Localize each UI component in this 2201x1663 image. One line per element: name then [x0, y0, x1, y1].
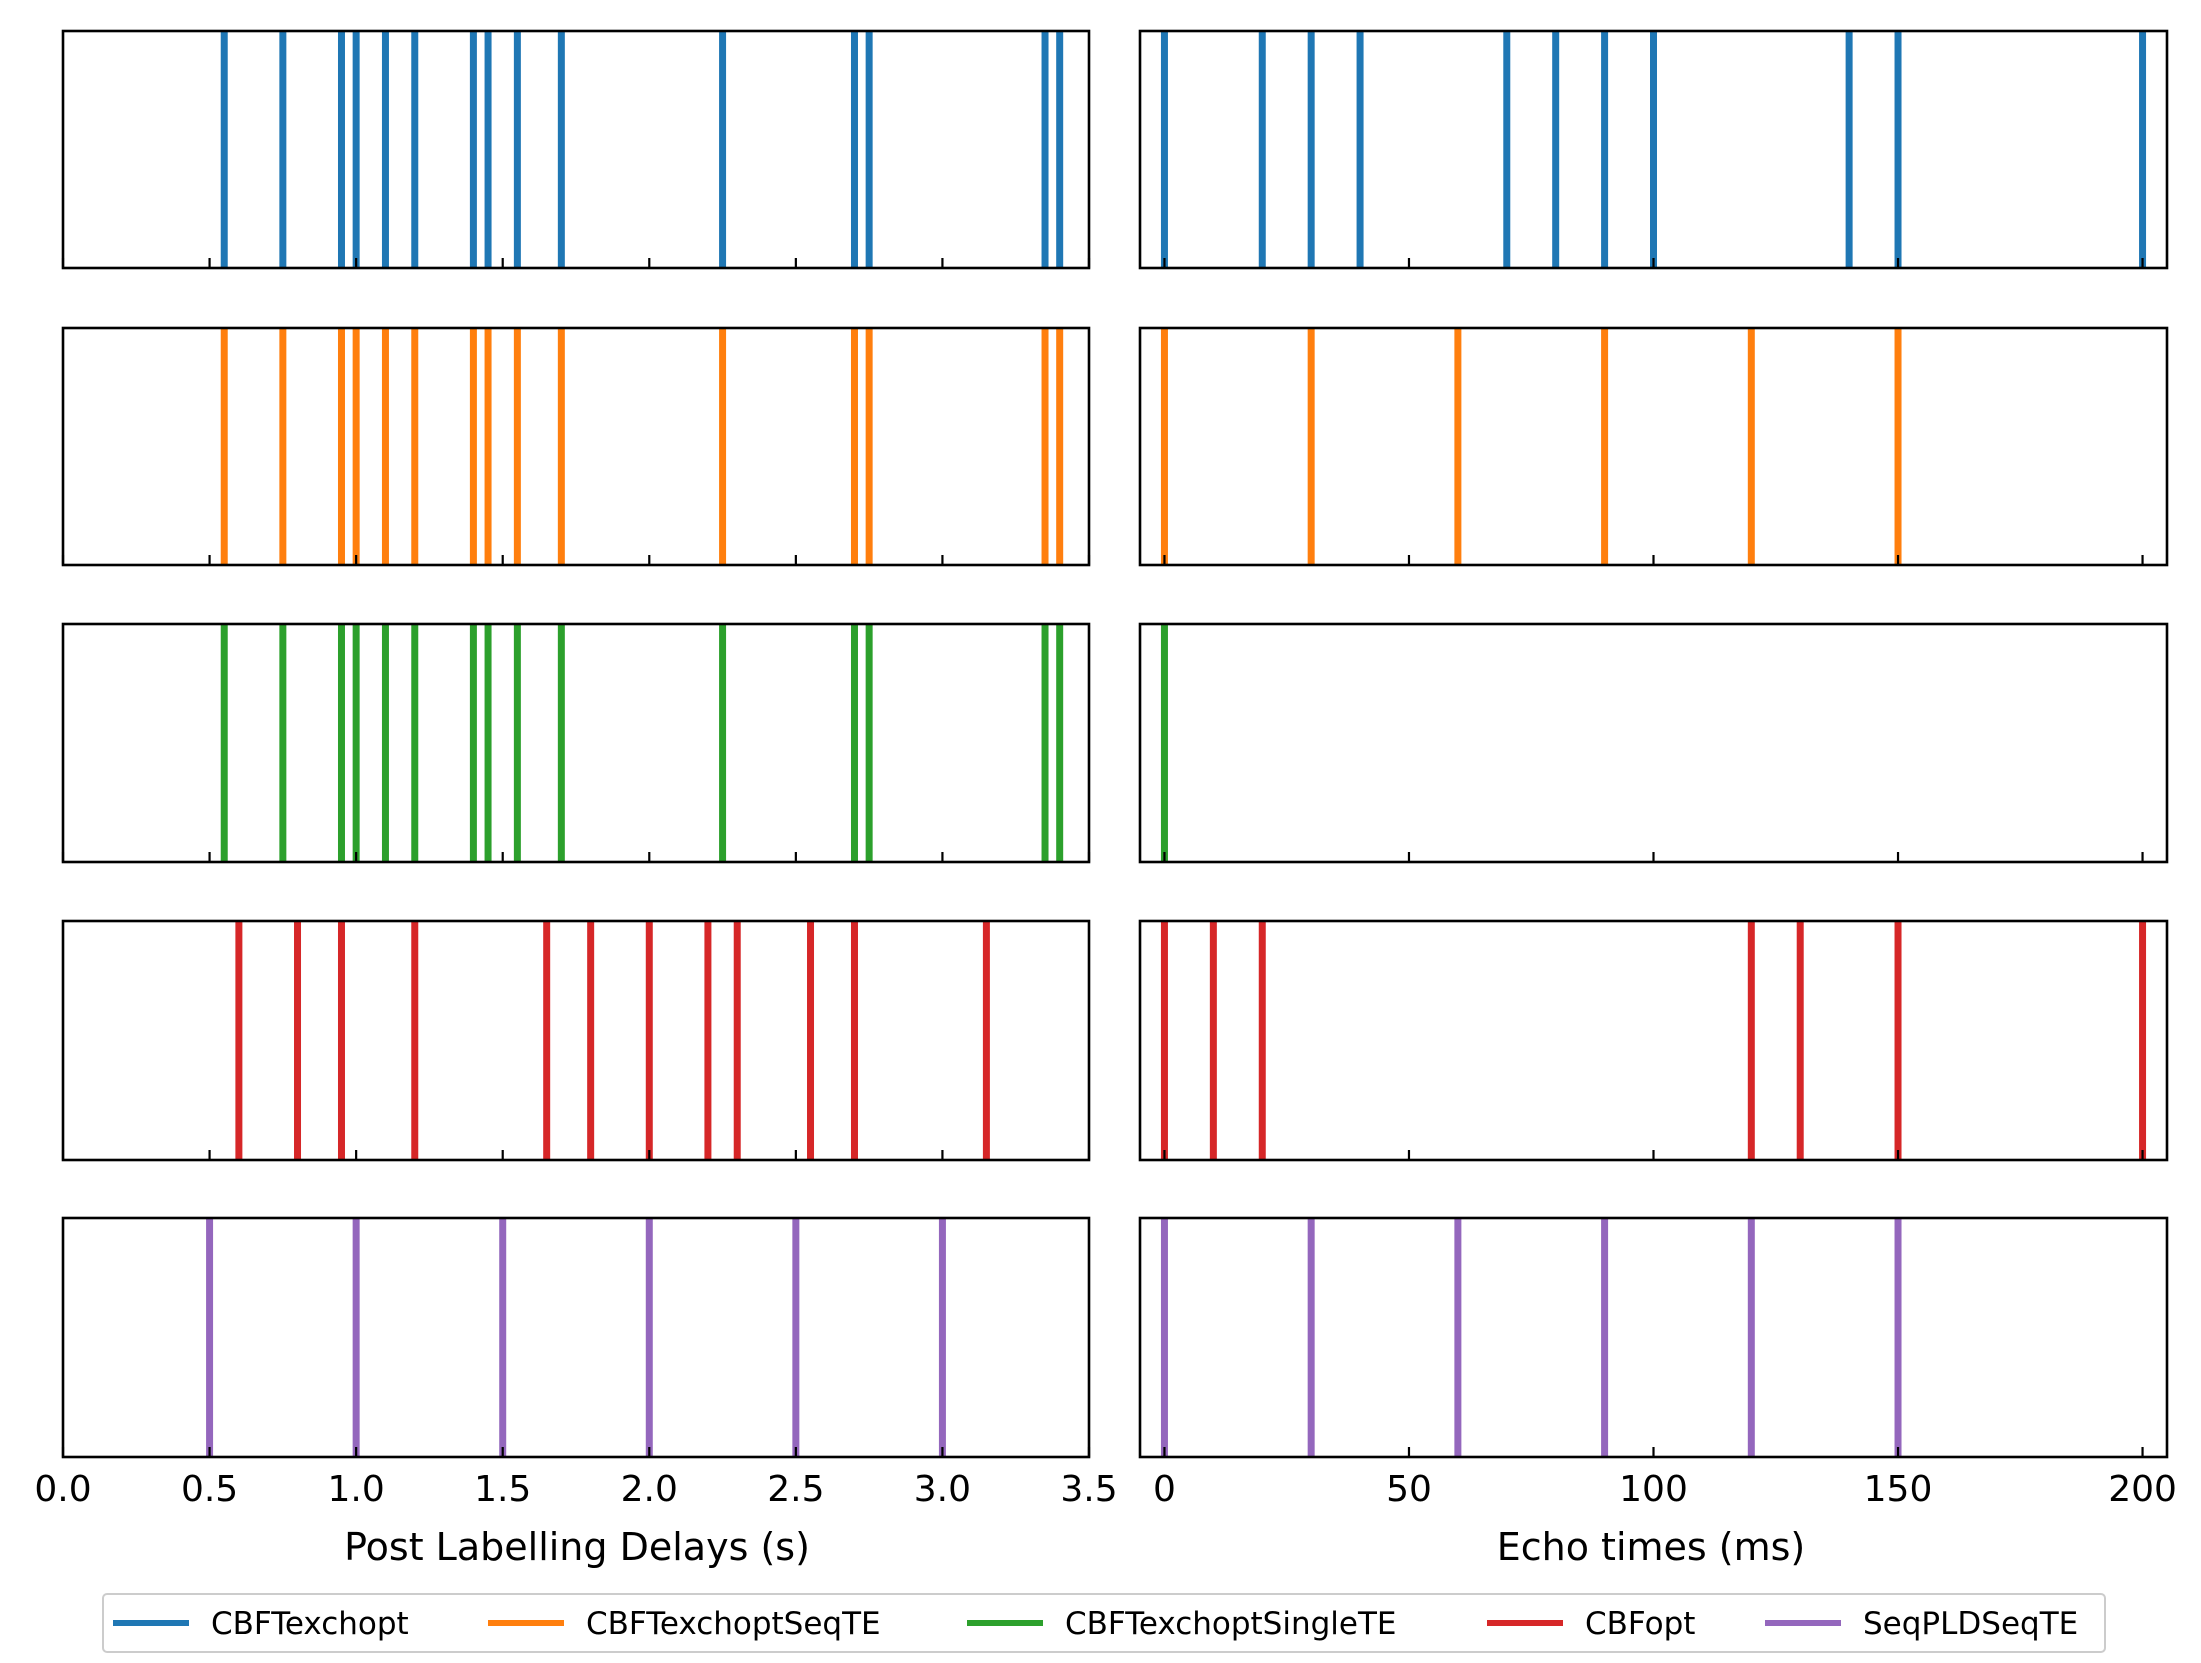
left-x-axis-label: Post Labelling Delays (s) — [344, 1525, 810, 1569]
legend-items: CBFTexchopt CBFTexchoptSeqTE CBFTexchoptSi… — [113, 1606, 2078, 1642]
legend-label: CBFopt — [1585, 1606, 1695, 1642]
left-panel-frame — [61, 622, 1091, 864]
left-x-tick-label: 0.0 — [34, 1469, 91, 1510]
left-panel-3 — [61, 622, 1091, 864]
legend-item: CBFTexchoptSingleTE — [967, 1606, 1397, 1642]
left-x-tick-label: 3.5 — [1060, 1469, 1117, 1510]
legend-label: CBFTexchoptSeqTE — [586, 1606, 881, 1642]
right-x-tick-label: 0 — [1153, 1469, 1176, 1510]
right-panel-frame — [1138, 1216, 2169, 1459]
left-x-tick-label: 0.5 — [181, 1469, 238, 1510]
left-panel-2 — [61, 326, 1091, 567]
left-panel-1 — [61, 29, 1091, 270]
right-panel-frame — [1138, 919, 2169, 1162]
left-x-tick-label: 1.5 — [474, 1469, 531, 1510]
left-panel-frame — [61, 1216, 1091, 1459]
left-x-tick-label: 2.5 — [767, 1469, 824, 1510]
right-panel-4 — [1138, 919, 2169, 1162]
left-x-tick-label: 1.0 — [328, 1469, 385, 1510]
right-panel-2 — [1138, 326, 2169, 567]
legend-label: SeqPLDSeqTE — [1863, 1606, 2078, 1642]
right-panel-1 — [1138, 29, 2169, 270]
left-panel-4 — [61, 919, 1091, 1162]
legend-item: CBFTexchoptSeqTE — [488, 1606, 881, 1642]
legend-label: CBFTexchoptSingleTE — [1065, 1606, 1397, 1642]
left-x-tick-labels: 0.0 0.5 1.0 1.5 2.0 2.5 3.0 3.5 — [34, 1469, 1117, 1510]
right-x-axis-label: Echo times (ms) — [1497, 1525, 1806, 1569]
right-panel-3 — [1138, 622, 2169, 864]
right-panel-frame — [1138, 622, 2169, 864]
chart-panels — [61, 29, 2169, 1459]
right-x-tick-label: 100 — [1619, 1469, 1688, 1510]
legend: CBFTexchopt CBFTexchoptSeqTE CBFTexchoptSi… — [102, 1593, 2106, 1653]
legend-label: CBFTexchopt — [211, 1606, 409, 1642]
right-x-tick-label: 200 — [2108, 1469, 2177, 1510]
right-x-tick-labels: 0 50 100 150 200 — [1153, 1469, 2177, 1510]
right-panel-frame — [1138, 29, 2169, 270]
left-x-tick-label: 2.0 — [621, 1469, 678, 1510]
legend-item: CBFTexchopt — [113, 1606, 409, 1642]
left-x-tick-label: 3.0 — [914, 1469, 971, 1510]
left-panel-frame — [61, 29, 1091, 270]
left-panel-frame — [61, 326, 1091, 567]
right-panel-5 — [1138, 1216, 2169, 1459]
left-panel-5 — [61, 1216, 1091, 1459]
right-x-tick-label: 150 — [1864, 1469, 1933, 1510]
legend-item: CBFopt — [1487, 1606, 1695, 1642]
left-panel-frame — [61, 919, 1091, 1162]
right-panel-frame — [1138, 326, 2169, 567]
legend-frame — [102, 1593, 2106, 1653]
legend-item: SeqPLDSeqTE — [1765, 1606, 2078, 1642]
right-x-tick-label: 50 — [1386, 1469, 1432, 1510]
